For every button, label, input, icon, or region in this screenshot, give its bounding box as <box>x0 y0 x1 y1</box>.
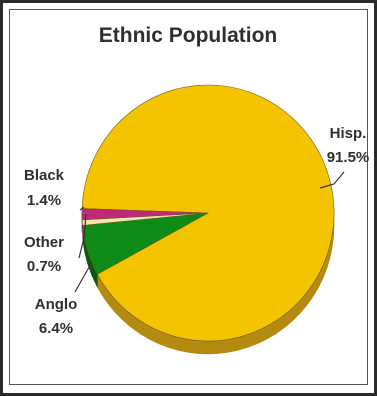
chart-title: Ethnic Population <box>99 24 278 47</box>
slice-value-anglo: 6.4% <box>39 320 73 337</box>
leader-line-anglo <box>74 261 93 293</box>
slice-value-black: 1.4% <box>27 192 61 209</box>
leader-lines <box>74 171 345 293</box>
slice-value-other: 0.7% <box>27 258 61 275</box>
slice-value-hisp: 91.5% <box>327 149 370 166</box>
leader-line-black <box>79 206 85 211</box>
inner-border <box>9 9 368 385</box>
pie-top <box>81 84 335 342</box>
slice-label-anglo: Anglo <box>35 296 78 313</box>
slice-label-black: Black <box>24 167 65 184</box>
slice-label-hisp: Hisp. <box>330 125 367 142</box>
leader-line-hisp <box>319 171 345 189</box>
leader-line-other <box>78 213 87 259</box>
slice-label-other: Other <box>24 234 64 251</box>
